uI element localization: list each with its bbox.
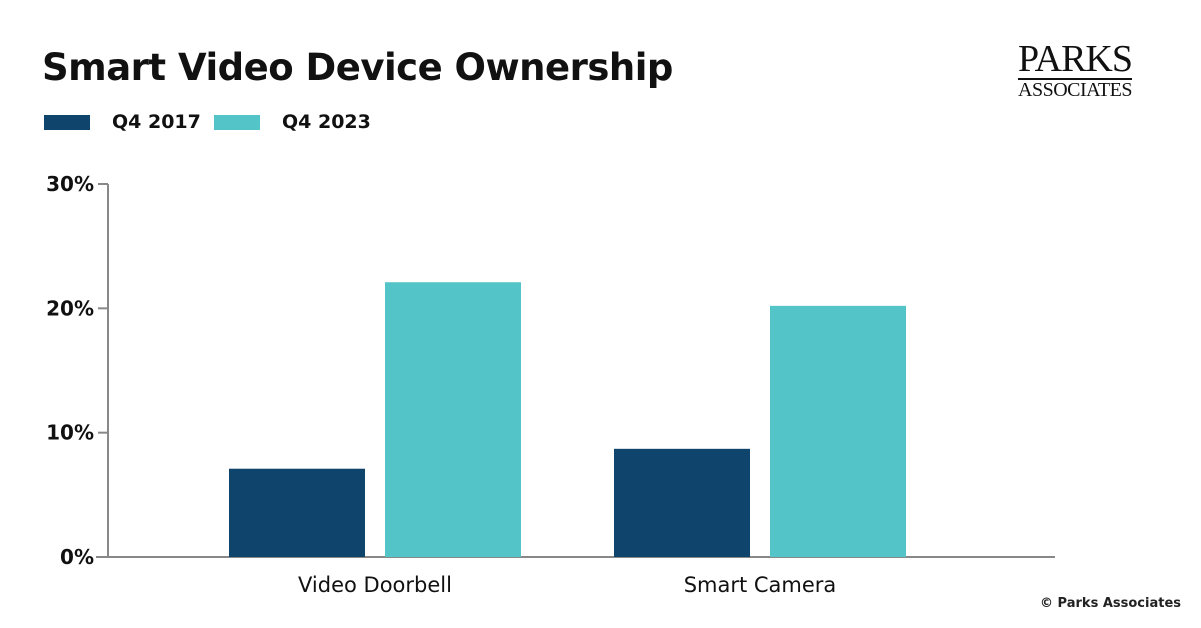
legend-item-q4-2017: Q4 2017 [44,111,201,133]
legend-label: Q4 2017 [112,111,201,133]
y-tick-label: 10% [46,421,94,445]
copyright-credit: © Parks Associates [1040,596,1181,611]
y-tick-label: 20% [46,296,94,320]
x-category-label: Video Doorbell [298,573,452,597]
bar-video-doorbell-q4-2017 [229,468,365,557]
legend-swatch [44,114,90,130]
parks-associates-logo: PARKS ASSOCIATES [1018,38,1133,101]
chart-title: Smart Video Device Ownership [42,46,673,89]
legend-swatch [214,114,260,130]
bar-video-doorbell-q4-2023 [385,282,521,557]
x-category-label: Smart Camera [684,573,837,597]
logo-line1: PARKS [1018,38,1133,80]
legend-label: Q4 2023 [282,111,371,133]
bar-smart-camera-q4-2023 [770,305,906,557]
bar-smart-camera-q4-2017 [614,448,750,557]
y-tick-label: 30% [46,172,94,196]
logo-line2: ASSOCIATES [1018,78,1132,101]
y-tick-label: 0% [60,545,94,569]
legend-item-q4-2023: Q4 2023 [214,111,371,133]
